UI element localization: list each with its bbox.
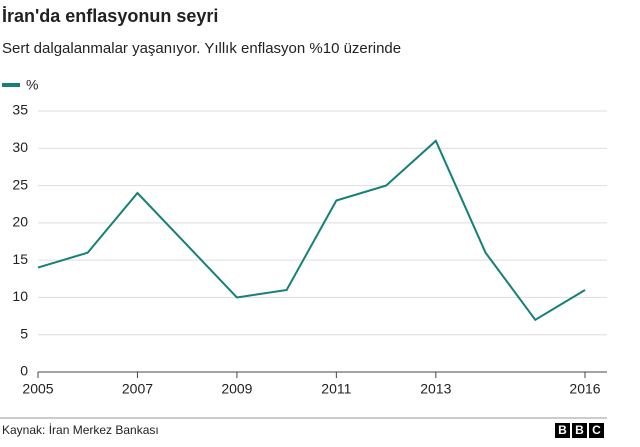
x-tick-label: 2007: [122, 381, 153, 397]
y-tick-label: 0: [20, 363, 28, 379]
legend-label: %: [26, 77, 38, 93]
chart-title: İran'da enflasyonun seyri: [2, 6, 218, 26]
y-tick-label: 30: [12, 139, 28, 155]
x-tick-label: 2011: [321, 381, 351, 397]
x-tick-label: 2016: [569, 381, 600, 397]
y-tick-label: 15: [12, 251, 28, 267]
x-tick-label: 2009: [221, 381, 252, 397]
data-line: [37, 139, 586, 322]
y-tick-label: 10: [12, 288, 28, 304]
logo-letter: B: [558, 423, 567, 437]
y-tick-label: 25: [12, 176, 28, 192]
chart-subtitle: Sert dalgalanmalar yaşanıyor. Yıllık enf…: [2, 40, 401, 57]
logo-box: [555, 423, 570, 438]
y-tick-label: 20: [12, 214, 28, 230]
y-tick-label: 35: [12, 102, 28, 118]
x-tick-label: 2005: [22, 381, 53, 397]
logo-letter: B: [575, 423, 584, 437]
y-tick-label: 5: [20, 325, 28, 341]
source: Kaynak: İran Merkez Bankası: [2, 423, 159, 437]
logo-letter: C: [592, 423, 601, 437]
logo-box: [589, 423, 604, 438]
x-tick-label: 2013: [420, 381, 451, 397]
logo-box: [572, 423, 587, 438]
